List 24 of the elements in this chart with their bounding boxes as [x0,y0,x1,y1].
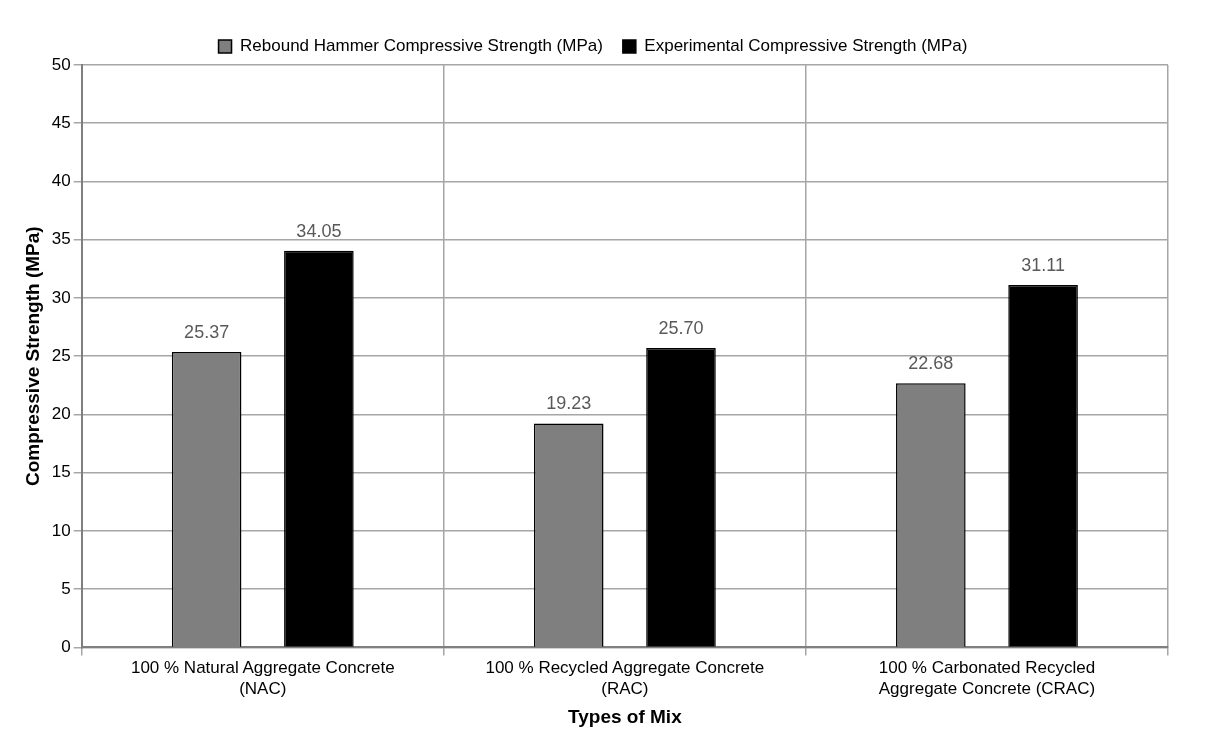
y-axis-title: Compressive Strength (MPa) [21,226,43,487]
data-label: 25.70 [658,318,704,339]
data-label: 22.68 [908,353,954,374]
y-tick-label: 45 [51,112,71,132]
y-tick-label: 20 [51,404,71,424]
legend-label: Experimental Compressive Strength (MPa) [644,36,968,56]
x-axis-title: Types of Mix [568,705,683,727]
y-tick-label: 10 [51,520,71,540]
data-label: 31.11 [1021,255,1065,275]
y-tick-label: 5 [61,578,71,598]
x-tick-label: 100 % Carbonated Recycled Aggregate Concrete (CRAC) [878,658,1096,698]
x-tick-label: 100 % Natural Aggregate Concrete (NAC) [130,658,395,698]
data-label: 34.05 [296,220,342,241]
legend-label: Rebound Hammer Compressive Strength (MPa) [240,36,603,56]
y-tick-label: 15 [51,462,71,482]
y-tick-label: 30 [51,287,71,307]
y-tick-label: 50 [51,54,71,74]
y-tick-label: 0 [61,637,71,657]
y-tick-label: 35 [51,229,71,249]
data-label: 19.23 [546,393,592,414]
x-tick-label: 100 % Recycled Aggregate Concrete (RAC) [485,658,765,698]
y-tick-label: 40 [51,171,71,191]
y-tick-label: 25 [51,345,71,365]
data-label: 25.37 [184,321,230,342]
